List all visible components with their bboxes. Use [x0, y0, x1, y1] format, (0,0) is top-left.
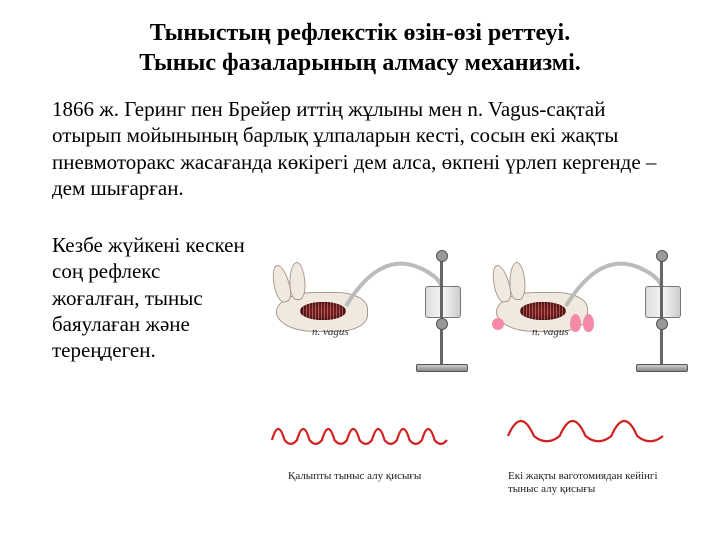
- stand-knob: [436, 250, 448, 262]
- apparatus-left: n. vagus: [270, 230, 470, 380]
- stand-pole: [660, 256, 663, 366]
- title-line-2: Тыныс фазаларының алмасу механизмі.: [139, 50, 581, 76]
- stand-pole: [440, 256, 443, 366]
- paragraph-1: 1866 ж. Геринг пен Брейер иттің жұлыны м…: [52, 96, 662, 201]
- slide: Тыныстың рефлекстік өзін-өзі реттеуі. Ты…: [0, 0, 720, 540]
- stand-base: [636, 364, 688, 372]
- waveform-normal: [272, 395, 447, 465]
- apparatus-right: n. vagus: [490, 230, 690, 380]
- caption-vagotomy-line2: тыныс алу қисығы: [508, 483, 595, 495]
- nerve-label-left: n. vagus: [312, 326, 349, 338]
- caption-vagotomy-line1: Екі жақты ваготомиядан кейінгі: [508, 470, 658, 482]
- stand-knob: [656, 318, 668, 330]
- recording-drum: [645, 286, 681, 318]
- caption-vagotomy: Екі жақты ваготомиядан кейінгі тыныс алу…: [508, 470, 658, 496]
- caption-normal: Қалыпты тыныс алу қисығы: [288, 470, 421, 483]
- stand-base: [416, 364, 468, 372]
- stand-knob: [436, 318, 448, 330]
- waveform-vagotomy: [508, 388, 663, 468]
- stand-knob: [656, 250, 668, 262]
- slide-title: Тыныстың рефлекстік өзін-өзі реттеуі. Ты…: [0, 18, 720, 78]
- diagram-area: n. vagus n. vagus: [260, 230, 690, 520]
- paragraph-2: Кезбе жүйкені кескен соң рефлекс жоғалға…: [52, 232, 252, 363]
- recording-drum: [425, 286, 461, 318]
- nerve-label-right: n. vagus: [532, 326, 569, 338]
- title-line-1: Тыныстың рефлекстік өзін-өзі реттеуі.: [150, 20, 570, 46]
